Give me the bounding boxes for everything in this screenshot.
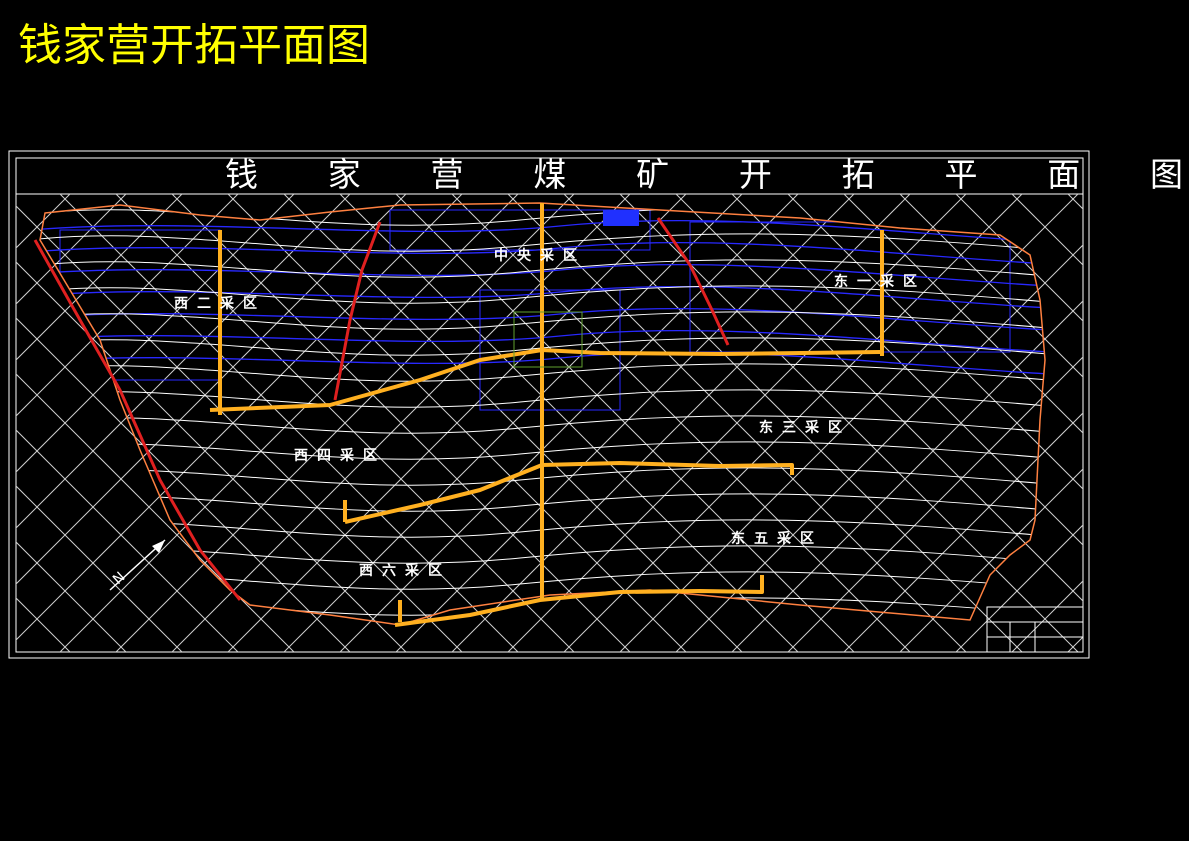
roadway: [394, 575, 764, 627]
fault: [333, 221, 382, 401]
region-label: 东五采区: [731, 530, 823, 547]
contour: [40, 441, 1045, 460]
grid-line: [283, 194, 743, 652]
panels: [40, 209, 1045, 411]
panel-row: [40, 330, 1045, 353]
region-label: 西六采区: [359, 562, 451, 579]
grid-line: [955, 194, 1083, 322]
mine-boundary: [39, 202, 1046, 626]
outer-frame: [8, 150, 1090, 659]
page-title: 钱家营开拓平面图: [18, 20, 370, 71]
grid-line: [16, 429, 239, 652]
grid-line: [955, 524, 1083, 652]
contour: [40, 363, 1045, 382]
region-label: 中央采区: [494, 247, 586, 264]
grid-line: [115, 194, 575, 652]
faults: [33, 217, 730, 601]
panel-row: [40, 264, 1045, 287]
coordinate-grid: [16, 194, 1083, 652]
roadway: [209, 348, 881, 412]
grid-line: [395, 194, 855, 652]
region-label: 东三采区: [759, 419, 851, 436]
contour: [40, 493, 1045, 512]
panel: [389, 209, 651, 251]
fault: [656, 217, 730, 346]
grid-line: [339, 194, 799, 652]
region-label: 东一采区: [834, 273, 926, 290]
grid-line: [675, 244, 1083, 652]
panel: [479, 289, 621, 411]
roadways: [209, 203, 884, 627]
panel-row: [40, 308, 1045, 331]
region-label: 西四采区: [294, 447, 386, 464]
grid-line: [59, 194, 519, 652]
grid-line: [843, 412, 1083, 652]
building: [603, 210, 639, 226]
region-label: 西二采区: [174, 295, 266, 312]
shaft-area: [513, 311, 583, 368]
grid-line: [899, 468, 1083, 652]
grid-line: [507, 194, 967, 652]
contour: [40, 467, 1045, 486]
grid-line: [787, 356, 1083, 652]
panel-row: [40, 352, 1045, 375]
inner-frame: [15, 157, 1084, 653]
grid-line: [16, 194, 407, 585]
contour: [40, 389, 1045, 408]
grid-line: [16, 194, 463, 641]
grid-line: [16, 194, 127, 305]
grid-line: [16, 541, 127, 652]
grid-line: [619, 194, 1079, 652]
roadway: [344, 461, 794, 524]
panel-row: [40, 220, 1045, 243]
grid-line: [16, 485, 183, 652]
title-block: [986, 606, 1084, 653]
grid-line: [563, 194, 1023, 652]
grid-line: [731, 300, 1083, 652]
grid-line: [16, 194, 351, 529]
contour: [40, 415, 1045, 434]
panel-row: [40, 286, 1045, 309]
grid-line: [227, 194, 687, 652]
fault: [33, 239, 242, 601]
panel-row: [40, 242, 1045, 265]
